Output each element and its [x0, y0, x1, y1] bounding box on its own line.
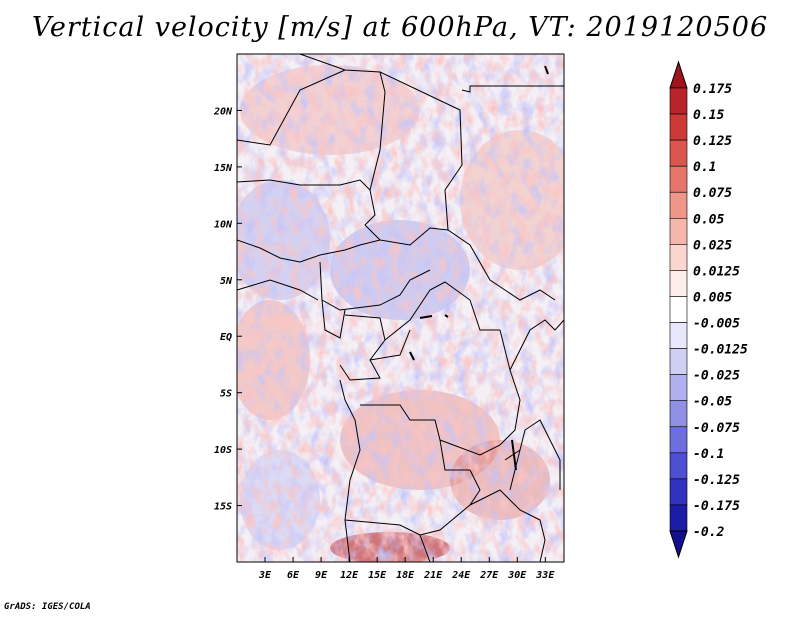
colorbar-segment: [669, 165, 688, 193]
colorbar-segment: [669, 530, 688, 559]
colorbar-label: -0.025: [693, 369, 740, 384]
colorbar-label: 0.05: [693, 212, 724, 227]
colorbar-segment: [669, 478, 688, 506]
x-axis: 3E 6E 9E 12E 15E 18E 21E 24E 27E 30E 33E: [258, 557, 555, 581]
colorbar-segment: [669, 270, 688, 297]
x-tick-label: 33E: [535, 570, 555, 581]
y-tick-label: 5N: [220, 276, 233, 287]
colorbar-segment: [669, 400, 688, 428]
x-tick-label: 12E: [340, 570, 359, 581]
colorbar-label: -0.125: [693, 473, 740, 488]
colorbar-label: -0.1: [693, 447, 724, 462]
y-tick-label: 20N: [213, 106, 233, 117]
colorbar-segment: [669, 60, 688, 89]
x-tick-label: 18E: [396, 570, 415, 581]
colorbar-label: -0.2: [693, 525, 724, 540]
y-tick-label: 10N: [214, 219, 233, 230]
x-tick-label: 3E: [258, 570, 272, 581]
colorbar-label: 0.125: [693, 134, 732, 149]
colorbar-segment: [669, 113, 688, 141]
colorbar-label: -0.05: [693, 395, 732, 410]
colorbar-segment: [669, 191, 688, 219]
colorbar-label: 0.005: [693, 290, 732, 305]
colorbar-segment: [669, 452, 688, 480]
colorbar-segment: [669, 244, 688, 271]
x-tick-label: 15E: [368, 570, 387, 581]
colorbar-segment: [669, 139, 688, 167]
x-tick-label: 24E: [451, 570, 471, 581]
y-axis: 20N 15N 10N 5N EQ 5S 10S 15S: [213, 106, 242, 513]
colorbar-label: 0.025: [693, 238, 732, 253]
colorbar-label: -0.075: [693, 421, 740, 436]
x-tick-label: 27E: [479, 570, 499, 581]
colorbar-segment: [669, 87, 688, 115]
x-tick-label: 30E: [507, 570, 527, 581]
colorbar-segment: [669, 374, 688, 402]
colorbar-label: 0.075: [693, 186, 732, 201]
chart-title: Vertical velocity [m/s] at 600hPa, VT: 2…: [31, 12, 769, 43]
credit-label: GrADS: IGES/COLA: [4, 602, 91, 612]
colorbar-segment: [669, 348, 688, 375]
colorbar-label: -0.0125: [693, 343, 748, 358]
colorbar-segment: [669, 426, 688, 454]
map-frame: [236, 53, 565, 563]
colorbar-segment: [669, 504, 688, 532]
map-area: [237, 54, 564, 562]
colorbar-label: -0.175: [693, 499, 740, 514]
colorbar-segment: [669, 322, 688, 349]
colorbar-segment: [669, 296, 688, 323]
y-tick-label: 15S: [214, 502, 232, 513]
y-tick-label: 15N: [214, 163, 233, 174]
y-tick-label: EQ: [220, 332, 232, 343]
x-tick-label: 6E: [287, 570, 300, 581]
y-tick-label: 10S: [214, 445, 232, 456]
x-tick-label: 9E: [315, 570, 328, 581]
colorbar-label: 0.15: [693, 108, 724, 123]
colorbar-label: 0.1: [693, 160, 716, 175]
colorbar-label: -0.005: [693, 317, 740, 332]
y-tick-label: 5S: [220, 389, 232, 400]
colorbar-segment: [669, 217, 688, 245]
colorbar: 0.175 0.15 0.125 0.1 0.075 0.05 0.025 0.0125 0.0…: [669, 60, 748, 559]
colorbar-label: 0.175: [693, 82, 732, 97]
x-tick-label: 21E: [423, 570, 443, 581]
colorbar-label: 0.0125: [693, 264, 740, 279]
